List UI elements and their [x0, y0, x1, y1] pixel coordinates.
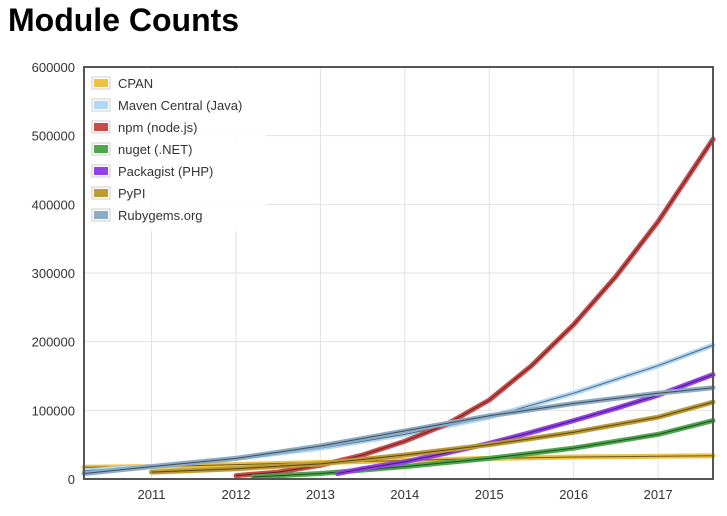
y-tick-label: 500000 [32, 129, 75, 144]
series-line-npm-node-js [233, 136, 716, 479]
x-tick-label: 2013 [306, 487, 335, 502]
legend-label: Maven Central (Java) [118, 98, 242, 113]
y-tick-label: 200000 [32, 335, 75, 350]
plot-frame [83, 66, 714, 480]
legend-label: Rubygems.org [118, 208, 203, 223]
legend-label: nuget (.NET) [118, 142, 192, 157]
x-tick-label: 2017 [644, 487, 673, 502]
y-tick-label: 600000 [32, 60, 75, 75]
legend-label: npm (node.js) [118, 120, 197, 135]
series-trend-rubygems-org [83, 387, 714, 474]
x-tick-label: 2016 [559, 487, 588, 502]
x-axis-ticks: 2011 2012 2013 2014 2015 2016 2017 [138, 487, 673, 502]
x-tick-label: 2015 [475, 487, 504, 502]
series-trend-pypi [151, 401, 714, 473]
y-tick-label: 100000 [32, 403, 75, 418]
x-tick-label: 2014 [390, 487, 419, 502]
legend-swatch [94, 123, 108, 131]
legend: CPAN Maven Central (Java) npm (node.js) nug… [86, 69, 266, 231]
legend-label: CPAN [118, 76, 153, 91]
y-tick-label: 400000 [32, 197, 75, 212]
page-title: Module Counts [8, 2, 240, 38]
y-axis-ticks: 0 100000 200000 300000 400000 500000 600000 [32, 60, 75, 487]
legend-background [86, 69, 266, 231]
x-tick-label: 2011 [138, 487, 166, 502]
legend-swatch [94, 211, 108, 219]
legend-swatch [94, 167, 108, 175]
series-trend-nuget-net [252, 420, 714, 478]
legend-swatch [94, 79, 108, 87]
y-tick-label: 300000 [32, 266, 75, 281]
legend-swatch [94, 145, 108, 153]
legend-swatch [94, 101, 108, 109]
x-tick-label: 2012 [222, 487, 251, 502]
legend-swatch [94, 189, 108, 197]
series-trend-npm-node-js [235, 138, 714, 477]
y-tick-label: 0 [68, 472, 75, 487]
legend-label: PyPI [118, 186, 145, 201]
series-trend-packagist-php [337, 374, 714, 474]
series-lines [81, 136, 716, 480]
legend-label: Packagist (PHP) [118, 164, 213, 179]
